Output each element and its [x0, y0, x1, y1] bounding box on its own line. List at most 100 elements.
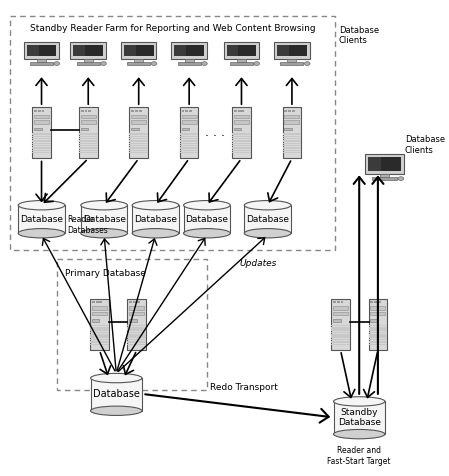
Bar: [331, 344, 350, 345]
Bar: [180, 136, 198, 137]
Bar: [180, 152, 198, 153]
Text: Standby
Database: Standby Database: [338, 408, 381, 427]
Bar: [189, 110, 192, 112]
Text: Database: Database: [246, 215, 289, 224]
Bar: [180, 147, 198, 149]
Bar: [90, 298, 109, 350]
Bar: [91, 378, 142, 411]
Bar: [234, 115, 249, 119]
Bar: [92, 319, 100, 322]
Bar: [135, 110, 138, 112]
Bar: [232, 145, 251, 146]
Bar: [32, 145, 51, 146]
Text: Database: Database: [185, 215, 229, 224]
Bar: [277, 45, 307, 56]
Bar: [232, 143, 251, 144]
Bar: [18, 205, 65, 233]
Bar: [129, 136, 148, 137]
Ellipse shape: [132, 200, 179, 210]
Bar: [129, 319, 137, 322]
Bar: [132, 205, 179, 233]
Text: Updates: Updates: [240, 259, 277, 268]
Bar: [244, 205, 291, 233]
Bar: [369, 325, 387, 326]
Bar: [285, 120, 299, 124]
Bar: [90, 337, 109, 338]
Bar: [172, 42, 207, 59]
Bar: [79, 147, 97, 149]
Bar: [182, 128, 189, 130]
Bar: [368, 157, 381, 171]
Bar: [129, 306, 144, 310]
Bar: [369, 327, 387, 328]
Bar: [73, 45, 85, 56]
Bar: [38, 110, 40, 112]
Bar: [129, 140, 148, 142]
Ellipse shape: [101, 62, 106, 65]
Bar: [277, 45, 289, 56]
Bar: [131, 128, 139, 130]
Bar: [234, 110, 237, 112]
Ellipse shape: [132, 228, 179, 238]
Bar: [230, 62, 253, 65]
Bar: [37, 59, 46, 62]
Bar: [282, 145, 301, 146]
Text: Database: Database: [93, 389, 140, 399]
Bar: [370, 306, 385, 310]
Bar: [369, 298, 387, 350]
Ellipse shape: [202, 62, 207, 65]
Ellipse shape: [334, 429, 385, 439]
Bar: [282, 140, 301, 142]
Bar: [129, 143, 148, 144]
Bar: [333, 319, 340, 322]
Bar: [372, 178, 397, 180]
Bar: [292, 110, 295, 112]
Bar: [133, 301, 136, 303]
Bar: [41, 110, 44, 112]
Bar: [282, 136, 301, 137]
Bar: [182, 110, 185, 112]
Bar: [288, 110, 291, 112]
Ellipse shape: [91, 406, 142, 416]
Ellipse shape: [254, 62, 260, 65]
Bar: [232, 138, 251, 139]
Bar: [79, 149, 97, 151]
Bar: [224, 42, 259, 59]
Bar: [234, 128, 242, 130]
Bar: [90, 332, 109, 333]
Bar: [174, 45, 186, 56]
Bar: [129, 133, 148, 135]
Bar: [73, 45, 103, 56]
Bar: [26, 45, 57, 56]
Bar: [331, 334, 350, 336]
Bar: [369, 339, 387, 340]
Bar: [237, 59, 246, 62]
Bar: [184, 205, 230, 233]
Ellipse shape: [91, 373, 142, 383]
Bar: [182, 115, 197, 119]
Ellipse shape: [81, 228, 128, 238]
Bar: [180, 138, 198, 139]
Bar: [79, 136, 97, 137]
Bar: [90, 329, 109, 331]
Bar: [232, 133, 251, 135]
Bar: [128, 332, 146, 333]
Bar: [100, 301, 102, 303]
Bar: [79, 145, 97, 146]
Bar: [81, 120, 96, 124]
Bar: [129, 138, 148, 139]
Bar: [79, 143, 97, 144]
Bar: [331, 329, 350, 331]
Bar: [128, 344, 146, 345]
Bar: [90, 325, 109, 326]
Bar: [81, 115, 96, 119]
Ellipse shape: [304, 62, 310, 65]
Bar: [129, 149, 148, 151]
Bar: [30, 62, 53, 65]
Bar: [79, 152, 97, 153]
Bar: [128, 341, 146, 343]
Bar: [127, 62, 150, 65]
Bar: [79, 133, 97, 135]
Bar: [34, 128, 41, 130]
Bar: [129, 152, 148, 153]
